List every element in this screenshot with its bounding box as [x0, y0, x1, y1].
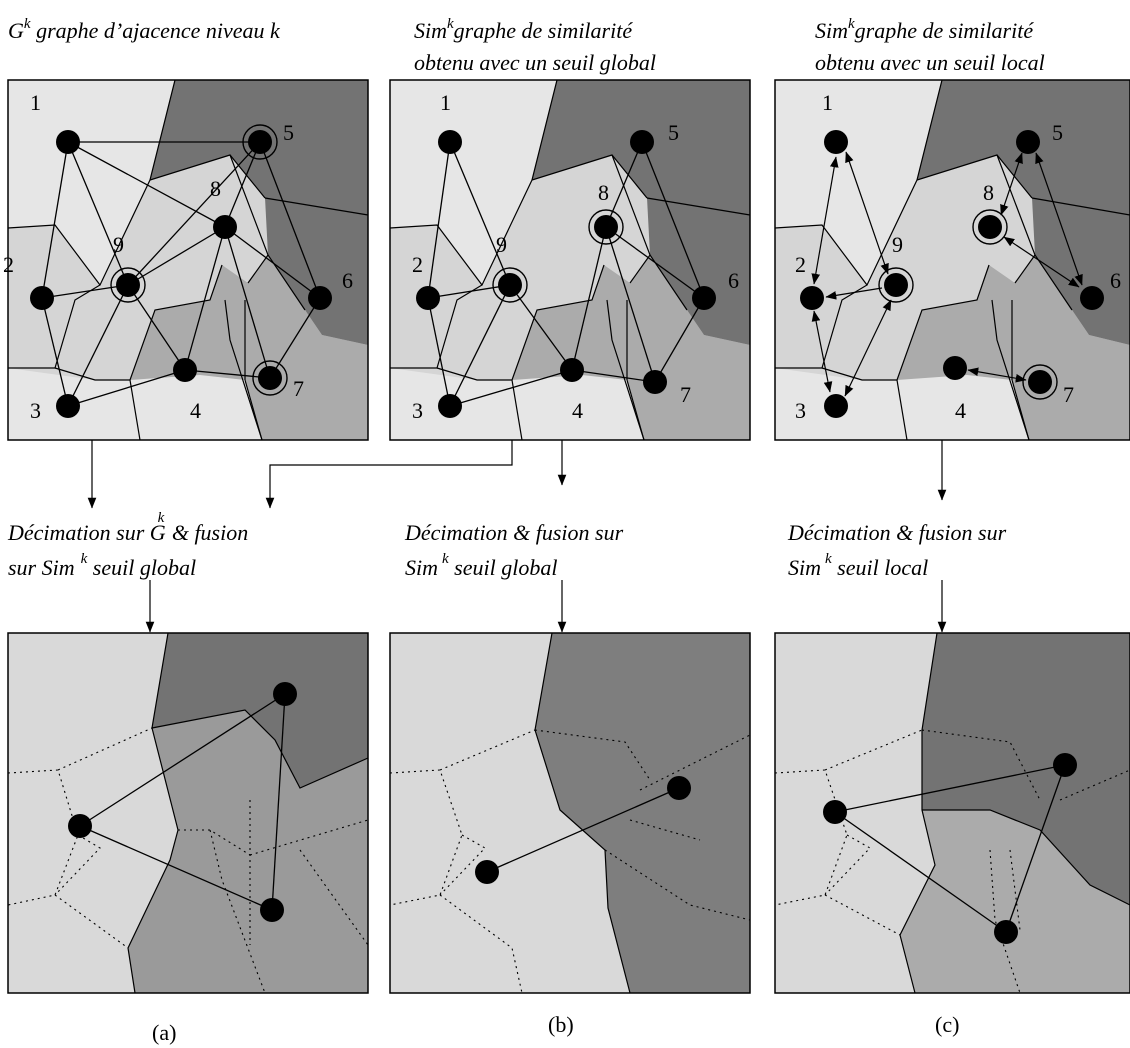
region-9	[8, 155, 268, 380]
panel-c-top: 1 2 3 4 5 6 7 8 9	[774, 79, 1130, 441]
svg-text:3: 3	[795, 398, 806, 423]
panel-a-top: 1 2 3 4 5 6 7 8 9	[3, 79, 369, 441]
svg-text:5: 5	[668, 120, 679, 145]
panel-c-bottom	[774, 632, 1130, 994]
svg-text:obtenu avec un seuil local: obtenu avec un seuil local	[815, 50, 1045, 75]
panel-b-top: 1 2 3 4 5 6 7 8 9	[389, 79, 751, 441]
svg-text:Décimation & fusion sur: Décimation & fusion sur	[787, 520, 1007, 545]
heading-c: Simkgraphe de similarité obtenu avec un …	[815, 16, 1045, 75]
step-label-b: Décimation & fusion sur Sim k seuil globa…	[404, 520, 624, 580]
svg-text:4: 4	[572, 398, 583, 423]
svg-text:1: 1	[440, 90, 451, 115]
svg-text:Décimation sur Gk & fusion: Décimation sur Gk & fusion	[7, 510, 248, 545]
node-label-7: 7	[293, 376, 304, 401]
svg-text:8: 8	[598, 180, 609, 205]
panel-a-bottom	[7, 632, 369, 994]
heading-b: Simkgraphe de similarité obtenu avec un …	[414, 16, 656, 75]
region-5-6-8	[150, 80, 368, 345]
svg-text:obtenu avec un seuil global: obtenu avec un seuil global	[414, 50, 656, 75]
svg-text:Simkgraphe de similarité: Simkgraphe de similarité	[815, 16, 1034, 43]
svg-text:Simk seuil global: Sim k seuil global	[405, 551, 557, 580]
heading-a: Gk graphe d’ajacence niveau k	[8, 16, 281, 43]
panel-b-bottom	[389, 632, 751, 994]
svg-text:9: 9	[496, 232, 507, 257]
svg-text:2: 2	[795, 252, 806, 277]
node-label-4: 4	[190, 398, 201, 423]
node-label-8: 8	[210, 176, 221, 201]
svg-text:8: 8	[983, 180, 994, 205]
svg-text:7: 7	[1063, 382, 1074, 407]
caption-a: (a)	[152, 1020, 176, 1045]
svg-text:9: 9	[892, 232, 903, 257]
svg-text:Simk seuil local: Sim k seuil local	[788, 551, 928, 580]
node-label-5: 5	[283, 120, 294, 145]
svg-text:6: 6	[728, 268, 739, 293]
svg-text:2: 2	[412, 252, 423, 277]
node-label-1: 1	[30, 90, 41, 115]
caption-b: (b)	[548, 1012, 574, 1037]
node-label-3: 3	[30, 398, 41, 423]
node-label-6: 6	[342, 268, 353, 293]
svg-text:Gk graphe d’ajacence niveau k: Gk graphe d’ajacence niveau k	[8, 16, 281, 43]
svg-text:6: 6	[1110, 268, 1121, 293]
region-4-7	[130, 255, 368, 440]
caption-c: (c)	[935, 1012, 959, 1037]
svg-text:4: 4	[955, 398, 966, 423]
svg-text:Simkgraphe de similarité: Simkgraphe de similarité	[414, 16, 633, 43]
svg-text:1: 1	[822, 90, 833, 115]
step-label-a: Décimation sur Gk & fusion sur Sim k seui…	[7, 510, 248, 580]
step-label-c: Décimation & fusion sur Sim k seuil local	[787, 520, 1007, 580]
svg-text:3: 3	[412, 398, 423, 423]
svg-text:sur Simk seuil global: sur Sim k seuil global	[8, 551, 196, 580]
svg-text:Décimation & fusion sur: Décimation & fusion sur	[404, 520, 624, 545]
node-label-9: 9	[113, 232, 124, 257]
svg-text:7: 7	[680, 382, 691, 407]
connector-arrows	[87, 440, 947, 633]
svg-text:5: 5	[1052, 120, 1063, 145]
